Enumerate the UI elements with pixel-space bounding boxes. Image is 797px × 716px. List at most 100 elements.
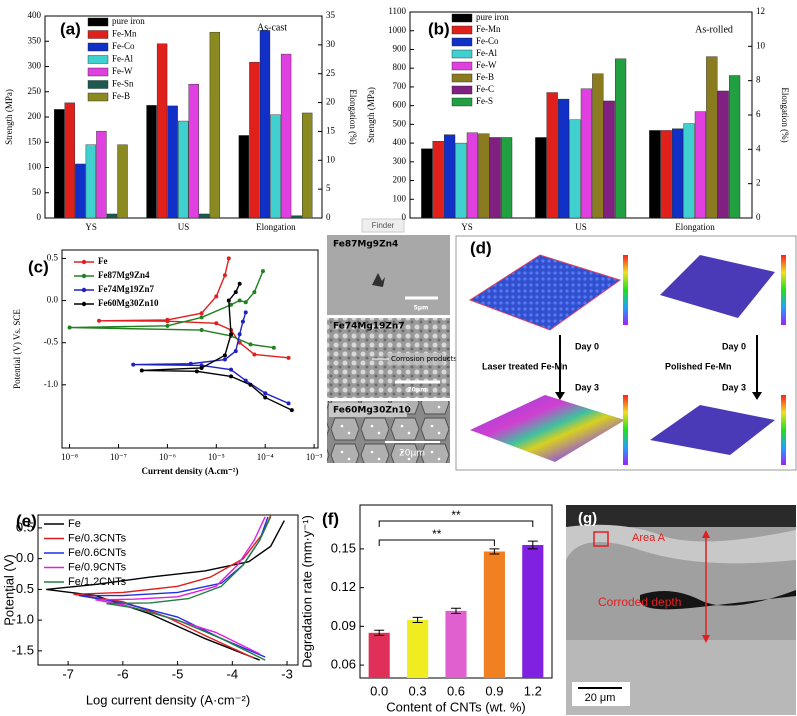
y-tick-label: 0.5: [47, 252, 59, 262]
y-tick-label: 0: [402, 212, 407, 222]
legend-label: Fe: [98, 256, 108, 266]
bracket: [378, 539, 495, 546]
y2-tick-label: 12: [756, 6, 765, 16]
sem-images: 5μm Fe87Mg9Zn4 Fe74Mg19Zn7 Corrosion pro…: [327, 235, 457, 463]
image-label: Fe87Mg9Zn4: [333, 240, 398, 250]
legend-swatch: [451, 85, 473, 95]
annotation: As-cast: [257, 22, 287, 33]
y2-tick-label: 10: [326, 154, 336, 164]
bar: [270, 114, 281, 219]
chart: -1.0 -0.5 0.0 0.5 10⁻⁸ 10⁻⁷ 10⁻⁶ 10⁻⁵ 10⁻⁴ 10⁻³ Po…: [12, 249, 323, 476]
panel-label: (d): [470, 238, 492, 257]
x-axis-title: Content of CNTs (wt. %): [386, 699, 525, 714]
y-tick-label: 500: [393, 118, 407, 128]
chart: 0 50 100 150 200 250 300 350 400 0 5 10 15 20 25 30 35 St…: [4, 10, 358, 232]
x-tick-label: 10⁻⁵: [208, 452, 225, 462]
marker: [199, 328, 204, 333]
y-tick-label: 900: [393, 44, 407, 54]
bar: [117, 144, 128, 219]
y-tick-label: -0.5: [44, 337, 59, 347]
x-tick-label: US: [575, 222, 587, 232]
y-tick-label: 50: [32, 187, 42, 197]
legend-marker: [81, 259, 87, 265]
bar: [683, 123, 695, 219]
line: [73, 515, 272, 659]
legend-label: Fe-S: [476, 96, 493, 106]
marker: [263, 395, 268, 400]
y-tick-label: 200: [393, 175, 407, 185]
legend-swatch: [451, 25, 473, 35]
legend-label: Fe-Al: [476, 48, 497, 58]
day-label: Day 3: [722, 382, 746, 392]
y-tick-label: 1100: [388, 6, 406, 16]
bar: [546, 92, 558, 219]
bar: [489, 137, 501, 219]
legend-label: Fe87Mg9Zn4: [98, 270, 150, 280]
legend-label: Fe/1.2CNTs: [68, 576, 127, 588]
bar: [522, 545, 544, 678]
x-tick-label: Elongation: [256, 222, 296, 232]
line: [106, 516, 272, 661]
panel-label: (a): [60, 19, 81, 38]
marker: [248, 382, 253, 387]
legend-swatch: [451, 37, 473, 47]
legend-swatch: [451, 61, 473, 71]
image-note: Corrosion products: [391, 355, 457, 363]
x-tick-label: 0.0: [370, 683, 388, 698]
y-tick-label: 0: [37, 212, 42, 222]
scale-text: 20μm: [399, 449, 425, 459]
color-bar: [623, 255, 628, 325]
resin-layer: [566, 505, 796, 527]
y2-tick-label: 10: [756, 40, 766, 50]
legend-swatch: [87, 92, 109, 102]
marker: [233, 290, 238, 295]
annotation: As-rolled: [695, 24, 733, 35]
panel-g: (g) Area A Corroded depth 20 μm: [566, 505, 796, 715]
y-tick-label: 350: [28, 35, 42, 45]
marker: [252, 352, 257, 357]
chart: 0.06 0.09 0.12 0.15 Degradation rate (mm·y⁻¹…: [299, 504, 553, 714]
error-bar: [374, 629, 385, 636]
surface: [470, 395, 625, 462]
y2-tick-label: 6: [756, 109, 761, 119]
bar: [188, 83, 199, 219]
x-tick-label: YS: [85, 222, 97, 232]
legend-marker: [81, 287, 87, 293]
bar: [660, 130, 672, 219]
legend-swatch: [87, 80, 109, 89]
marker: [139, 368, 144, 373]
chart: 0 100 200 300 400 500 600 700 800 900 1000 1100 0 2 4 6…: [366, 6, 790, 232]
y-tick-label: 600: [393, 100, 407, 110]
marker: [67, 325, 72, 330]
marker: [237, 298, 242, 303]
bar: [580, 88, 593, 219]
x-tick-label: 0.6: [447, 683, 465, 698]
y-tick-label: 0.09: [331, 618, 356, 633]
panel-label: (b): [428, 19, 450, 38]
marker: [243, 300, 248, 305]
legend-swatch: [451, 73, 473, 83]
x-tick-label: 10⁻⁸: [61, 452, 78, 462]
legend-label: Fe: [68, 518, 81, 530]
image-label: Fe74Mg19Zn7: [333, 322, 405, 332]
y-tick-label: 300: [393, 156, 407, 166]
color-bar: [623, 395, 628, 465]
y-tick-label: -1.0: [12, 612, 34, 627]
surface: [660, 255, 775, 318]
x-tick-label: 10⁻⁴: [257, 452, 274, 462]
marker: [214, 321, 219, 326]
y-tick-label: 0.15: [331, 540, 356, 555]
bar: [54, 109, 65, 219]
y-tick-label: 100: [393, 193, 407, 203]
color-bar: [781, 395, 786, 465]
y-tick-label: 0.5: [16, 519, 34, 534]
x-tick-label: -3: [281, 666, 293, 681]
plot-frame: [37, 514, 299, 666]
y-axis-title: Potential (V): [1, 554, 16, 626]
marker: [222, 357, 227, 362]
finder-tab: Finder: [372, 221, 395, 230]
bar: [569, 119, 581, 219]
marker: [237, 332, 242, 337]
legend-swatch: [87, 67, 109, 77]
y-tick-label: -0.5: [12, 581, 34, 596]
